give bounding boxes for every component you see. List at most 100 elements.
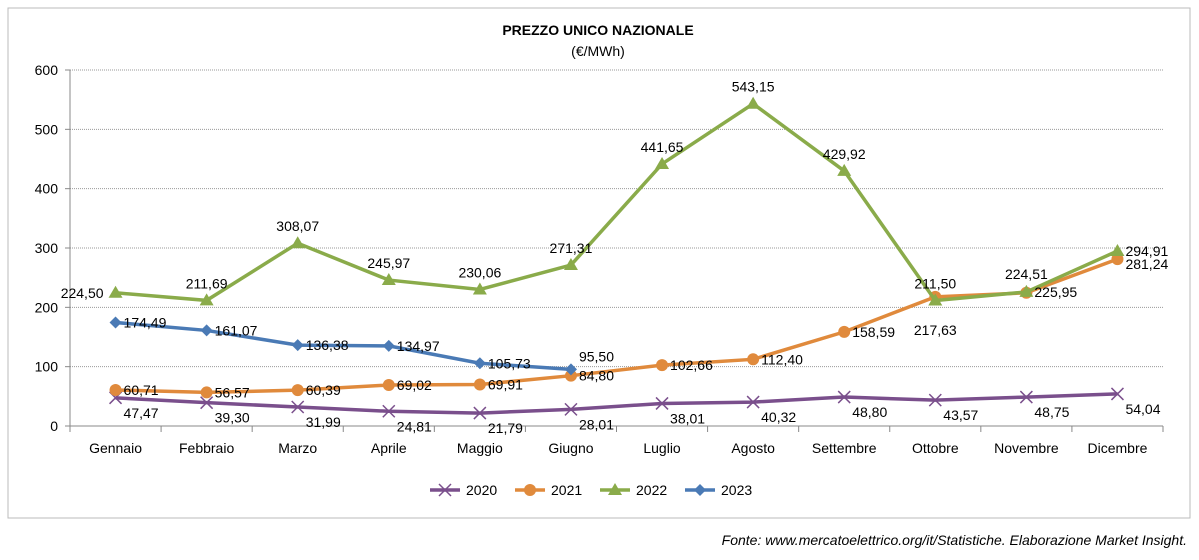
data-label: 161,07 <box>215 322 258 338</box>
data-point <box>1019 390 1033 404</box>
data-point <box>564 363 577 376</box>
data-label: 60,71 <box>124 382 159 398</box>
data-label: 158,59 <box>852 324 895 340</box>
y-tick-label: 400 <box>35 181 59 197</box>
series-line <box>115 320 572 372</box>
data-label: 28,01 <box>579 416 614 432</box>
x-tick-label: Febbraio <box>179 440 234 456</box>
data-point <box>438 483 452 497</box>
data-label: 174,49 <box>124 314 167 330</box>
data-point <box>563 258 578 271</box>
data-label: 69,02 <box>397 377 432 393</box>
series-line <box>115 257 1119 395</box>
data-point <box>291 339 304 352</box>
data-label: 21,79 <box>488 420 523 436</box>
data-point <box>291 400 305 414</box>
data-label: 40,32 <box>761 409 796 425</box>
data-label: 308,07 <box>276 218 319 234</box>
data-point <box>1110 387 1124 401</box>
data-label: 217,63 <box>914 322 957 338</box>
data-label: 47,47 <box>124 405 159 421</box>
x-tick-label: Luglio <box>643 440 681 456</box>
data-point <box>928 293 943 306</box>
data-label: 60,39 <box>306 382 341 398</box>
series-line <box>115 101 1119 303</box>
legend-item-2022: 2022 <box>600 482 667 498</box>
data-label: 48,75 <box>1034 404 1069 420</box>
x-tick-label: Giugno <box>548 440 593 456</box>
data-label: 43,57 <box>943 407 978 423</box>
data-point <box>472 282 487 295</box>
data-point <box>200 386 213 399</box>
x-tick-label: Ottobre <box>912 440 959 456</box>
series-2023 <box>109 316 577 376</box>
series-2022 <box>108 96 1125 306</box>
data-label: 224,50 <box>61 285 104 301</box>
data-label: 245,97 <box>367 255 410 271</box>
data-point <box>837 390 851 404</box>
data-label: 56,57 <box>215 384 250 400</box>
chart-border <box>7 7 1191 519</box>
data-point <box>200 396 214 410</box>
data-point <box>1019 284 1034 297</box>
x-tick-label: Novembre <box>994 440 1059 456</box>
x-tick-label: Marzo <box>278 440 317 456</box>
data-label: 112,40 <box>761 351 803 367</box>
data-label: 136,38 <box>306 337 349 353</box>
y-tick-label: 300 <box>35 240 59 256</box>
legend-item-2020: 2020 <box>430 482 497 498</box>
legend-label: 2022 <box>636 482 667 498</box>
data-label: 102,66 <box>670 357 713 373</box>
y-tick-label: 500 <box>35 121 59 137</box>
data-label: 543,15 <box>732 79 775 95</box>
data-point <box>199 293 214 306</box>
legend-item-2023: 2023 <box>685 482 752 498</box>
data-label: 211,50 <box>914 276 956 292</box>
data-point <box>290 236 305 249</box>
data-point <box>382 339 395 352</box>
data-point <box>382 379 395 392</box>
data-label: 429,92 <box>823 146 866 162</box>
y-tick-label: 0 <box>50 418 58 434</box>
x-tick-label: Maggio <box>457 440 503 456</box>
data-point <box>109 383 122 396</box>
data-label: 54,04 <box>1125 401 1160 417</box>
data-label: 95,50 <box>579 348 614 364</box>
y-tick-label: 100 <box>35 359 59 375</box>
data-point <box>838 325 851 338</box>
x-tick-label: Gennaio <box>89 440 142 456</box>
data-point <box>382 404 396 418</box>
data-point <box>473 378 486 391</box>
data-point <box>655 156 670 169</box>
legend-item-2021: 2021 <box>515 482 582 498</box>
data-point <box>108 285 123 298</box>
source-note: Fonte: www.mercatoelettrico.org/it/Stati… <box>721 532 1187 548</box>
data-point <box>200 324 213 337</box>
data-label: 225,95 <box>1034 284 1077 300</box>
data-label: 230,06 <box>458 264 501 280</box>
data-point <box>1110 244 1125 257</box>
data-label: 84,80 <box>579 368 614 384</box>
data-point <box>694 484 706 496</box>
series-line <box>115 392 1118 415</box>
data-label: 224,51 <box>1005 266 1048 282</box>
chart-title: PREZZO UNICO NAZIONALE <box>502 22 693 38</box>
data-label: 38,01 <box>670 410 705 426</box>
y-tick-label: 200 <box>35 299 59 315</box>
series-2020 <box>109 387 1124 420</box>
data-point <box>524 484 536 496</box>
data-point <box>656 359 669 372</box>
data-point <box>1111 253 1124 266</box>
data-point <box>473 357 486 370</box>
data-point <box>837 163 852 176</box>
data-point <box>381 273 396 286</box>
data-label: 271,31 <box>550 240 593 256</box>
data-label: 48,80 <box>852 404 887 420</box>
legend-label: 2020 <box>466 482 497 498</box>
y-tick-label: 600 <box>35 62 59 78</box>
data-point <box>608 483 622 495</box>
data-point <box>746 96 761 109</box>
data-point <box>928 393 942 407</box>
data-label: 294,91 <box>1125 243 1168 259</box>
